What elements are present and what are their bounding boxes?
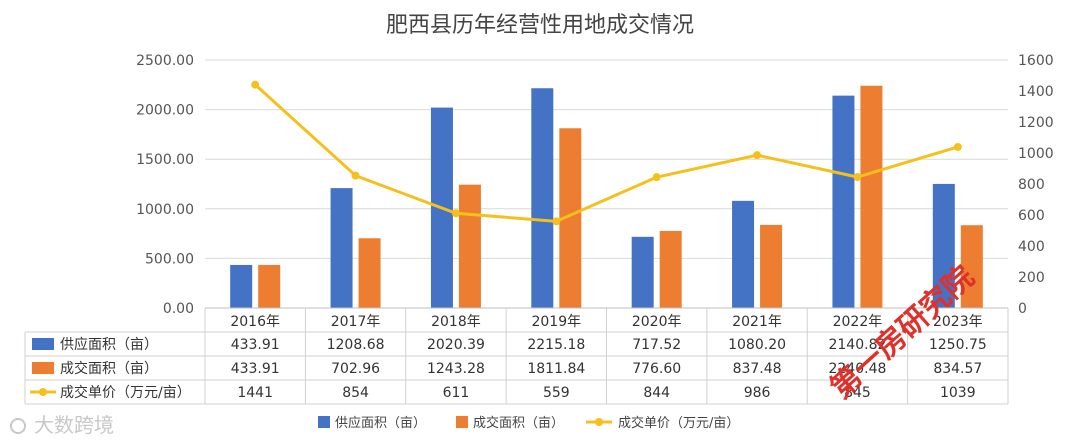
data-label: 845 [844, 385, 871, 401]
bar-deal [960, 225, 983, 308]
data-label: 854 [342, 385, 369, 401]
y-left-tick-label: 2000.00 [136, 103, 194, 119]
y-left-tick-label: 2500.00 [136, 53, 194, 69]
row-label: 成交面积（亩） [60, 360, 158, 377]
bar-deal [860, 85, 883, 308]
y-left-tick-label: 1500.00 [136, 152, 194, 168]
data-label: 433.91 [231, 361, 280, 377]
data-label: 1080.20 [728, 337, 786, 353]
data-table: 2016年 2017年 2018年 2019年 2020年 2021年 2022年 2023年… [24, 307, 1009, 405]
data-label: 986 [744, 385, 771, 401]
data-label: 1208.68 [327, 337, 385, 353]
y-right-tick-label: 1200 [1018, 115, 1054, 131]
data-label: 1250.75 [929, 337, 987, 353]
legend-swatch [318, 416, 330, 428]
bar-supply [832, 95, 855, 309]
row-key-swatch [32, 338, 54, 350]
price-point [753, 151, 762, 160]
y-left-tick-label: 1000.00 [136, 202, 194, 218]
bar-deal [458, 184, 481, 308]
bar-supply [631, 236, 654, 308]
price-point [552, 217, 561, 226]
y-right-tick-label: 0 [1018, 301, 1027, 317]
price-point [251, 80, 260, 89]
data-label: 1039 [940, 385, 976, 401]
data-label: 611 [443, 385, 470, 401]
y-right-tick-label: 200 [1018, 270, 1045, 286]
price-point [853, 173, 862, 182]
source-watermark: 大数跨境 [34, 413, 114, 437]
data-label: 2020.39 [427, 337, 485, 353]
y-right-tick-label: 400 [1018, 239, 1045, 255]
y-right-tick-label: 800 [1018, 177, 1045, 193]
legend: 供应面积（亩） 成交面积（亩） 成交单价（万元/亩） [318, 415, 739, 431]
bars [230, 85, 983, 309]
bar-deal [258, 264, 281, 308]
legend-label: 成交面积（亩） [473, 415, 564, 431]
legend-label: 成交单价（万元/亩） [618, 415, 739, 431]
chart-title: 肥西县历年经营性用地成交情况 [386, 13, 694, 38]
data-label: 559 [543, 385, 570, 401]
bar-supply [732, 200, 755, 308]
data-label: 844 [643, 385, 670, 401]
y-left-tick-label: 0.00 [163, 301, 194, 317]
y-right-tick-label: 600 [1018, 208, 1045, 224]
row-label: 成交单价（万元/亩） [60, 384, 191, 401]
y-right-tick-label: 1400 [1018, 84, 1054, 100]
bar-supply [330, 188, 353, 308]
x-tick-label: 2022年 [833, 314, 883, 330]
row-key-marker [39, 388, 47, 396]
bar-deal [659, 230, 682, 308]
data-label: 834.57 [933, 361, 982, 377]
legend-label: 供应面积（亩） [335, 415, 426, 431]
y-right-tick-label: 1000 [1018, 146, 1054, 162]
x-tick-label: 2019年 [531, 314, 581, 330]
x-tick-label: 2023年 [933, 314, 983, 330]
price-point [351, 171, 360, 180]
price-point [451, 209, 460, 218]
price-line-path [254, 83, 959, 223]
x-tick-label: 2020年 [632, 314, 682, 330]
legend-marker [595, 418, 603, 426]
bar-supply [932, 183, 955, 308]
data-label: 1243.28 [427, 361, 485, 377]
x-tick-label: 2021年 [732, 314, 782, 330]
data-label: 717.52 [632, 337, 681, 353]
source-logo-icon [10, 418, 26, 434]
y-left-tick-label: 500.00 [145, 251, 194, 267]
axes: 0.00 500.00 1000.00 1500.00 2000.00 2500.00 0 2… [136, 53, 1054, 317]
y-right-tick-label: 1600 [1018, 53, 1054, 69]
price-point [953, 142, 962, 151]
price-line [251, 80, 962, 226]
legend-swatch [456, 416, 468, 428]
data-label: 702.96 [331, 361, 380, 377]
bar-deal [760, 224, 783, 308]
bar-deal [358, 238, 381, 308]
data-label: 2240.48 [828, 361, 886, 377]
x-tick-label: 2017年 [331, 314, 381, 330]
x-tick-label: 2018年 [431, 314, 481, 330]
data-label: 433.91 [231, 337, 280, 353]
data-label: 1441 [237, 385, 273, 401]
data-label: 2140.82 [828, 337, 886, 353]
price-point [652, 173, 661, 182]
bar-deal [559, 128, 582, 308]
row-label: 供应面积（亩） [60, 336, 158, 353]
gridlines [205, 59, 1008, 309]
row-key-swatch [32, 362, 54, 374]
bar-supply [230, 264, 253, 308]
bar-supply [531, 88, 554, 308]
x-tick-label: 2016年 [230, 314, 280, 330]
data-label: 776.60 [632, 361, 681, 377]
data-label: 837.48 [733, 361, 782, 377]
data-label: 2215.18 [527, 337, 585, 353]
data-label: 1811.84 [527, 361, 585, 377]
